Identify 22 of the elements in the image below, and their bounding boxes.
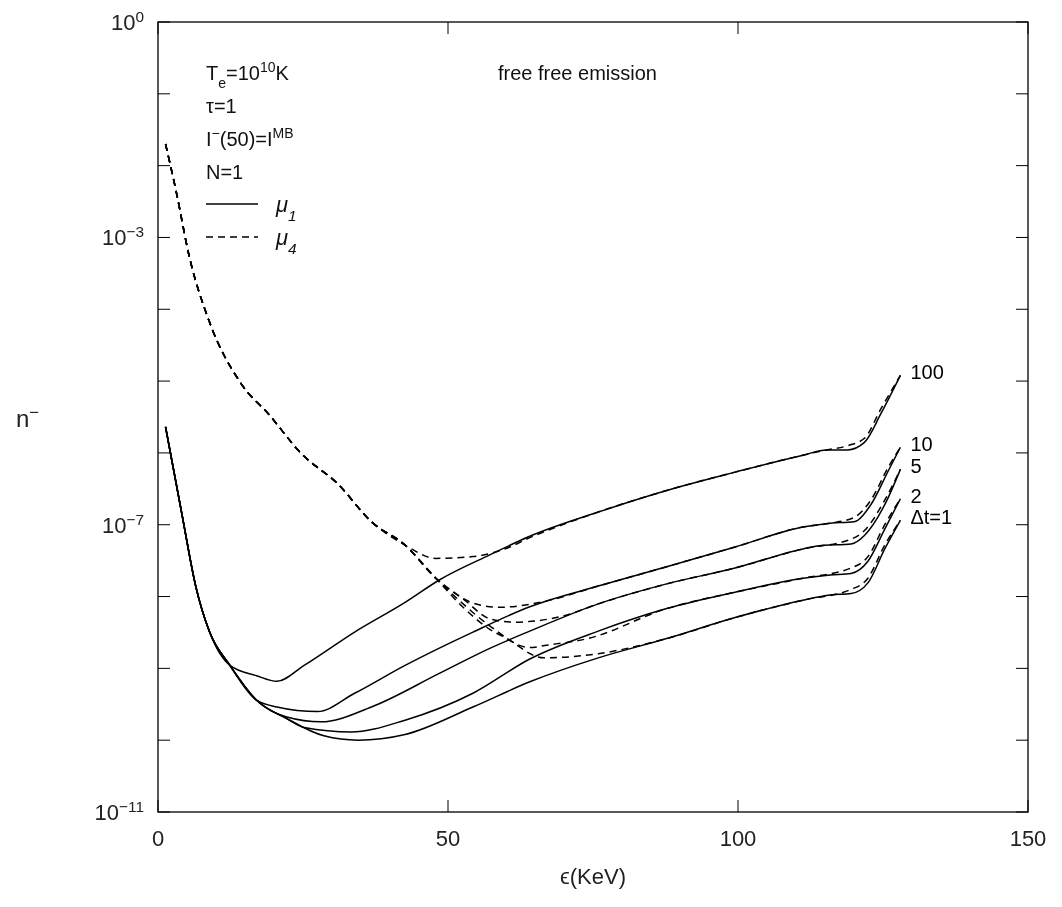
- annotation: I$^{−}$(50)=I$^{MB}$: [206, 125, 294, 150]
- y-tick-label: 10$^{−11}$: [94, 797, 144, 825]
- annotation: τ=1: [206, 95, 237, 117]
- x-axis-title: ϵ(KeV): [560, 864, 626, 889]
- y-axis-title: n$^{−}$: [16, 402, 40, 432]
- text: free free emission: [498, 62, 657, 84]
- series-label: Δt=1: [910, 506, 953, 529]
- x-tick-label: 150: [1009, 826, 1047, 851]
- series-label: 2: [910, 484, 922, 507]
- annotation: T$_{e}$=10$^{10}$K: [206, 59, 290, 91]
- x-tick-label: 0: [151, 826, 165, 851]
- y-tick-label: 10$^{0}$: [110, 7, 144, 35]
- y-tick-label: 10$^{−3}$: [101, 222, 144, 251]
- y-tick-label: 10$^{−7}$: [101, 510, 144, 538]
- series-label: 10: [910, 433, 933, 456]
- x-tick-label: 100: [719, 826, 757, 851]
- series-label: 100: [910, 361, 944, 384]
- annotation: μ$_{1}$: [275, 192, 297, 224]
- series-label: 5: [910, 455, 922, 478]
- x-tick-label: 50: [435, 826, 461, 851]
- annotation: μ$_{4}$: [275, 225, 297, 257]
- annotation: N=1: [206, 161, 244, 183]
